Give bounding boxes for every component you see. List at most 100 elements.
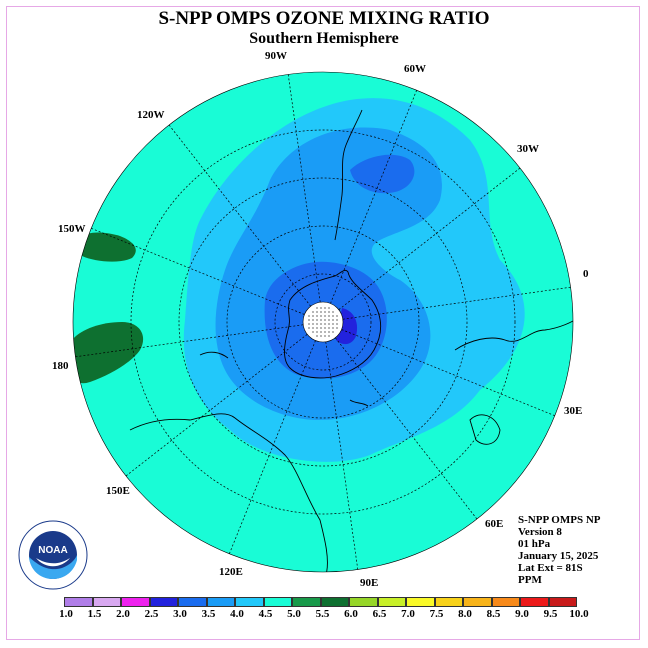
- colorbar-cell: [292, 597, 321, 607]
- latitude-circle: [130, 129, 516, 515]
- colorbar-tick-label: 6.5: [372, 608, 387, 620]
- coastlines: [129, 109, 573, 572]
- ozone-level-3-0: [264, 154, 415, 379]
- polar-gap-dot: [308, 323, 310, 325]
- polar-gap-dot: [324, 323, 326, 325]
- polar-gap-dot: [316, 327, 318, 329]
- polar-gap-dot: [308, 327, 310, 329]
- info-version: Version 8: [518, 526, 562, 538]
- colorbar-tick-label: 4.5: [258, 608, 273, 620]
- colorbar-tick-label: 6.0: [344, 608, 358, 620]
- polar-gap-dot: [328, 307, 330, 309]
- colorbar-cell: [463, 597, 492, 607]
- polar-gap-dot: [316, 315, 318, 317]
- polar-gap-dot: [336, 319, 338, 321]
- polar-gap-dot: [312, 319, 314, 321]
- colorbar-tick-label: 2.5: [144, 608, 159, 620]
- polar-gap-dot: [328, 331, 330, 333]
- map-subtitle: Southern Hemisphere: [249, 30, 399, 47]
- colorbar-cell: [178, 597, 207, 607]
- polar-gap-dot: [316, 331, 318, 333]
- colorbar-tick-label: 5.0: [287, 608, 301, 620]
- latitude-circle: [178, 177, 468, 467]
- lon-label-150e: 150E: [106, 485, 130, 497]
- colorbar-cell: [349, 597, 378, 607]
- polar-gap-dot: [332, 327, 334, 329]
- colorbar-tick-label: 2.0: [116, 608, 130, 620]
- polar-gap-dot: [324, 327, 326, 329]
- polar-gap-dot: [312, 315, 314, 317]
- noaa-logo: NOAA: [18, 520, 88, 590]
- colorbar-tick-label: 5.5: [315, 608, 330, 620]
- colorbar-cell: [491, 597, 520, 607]
- info-block: S-NPP OMPS NP Version 8 01 hPa January 1…: [518, 514, 601, 586]
- polar-gap-dot: [316, 307, 318, 309]
- polar-gap-dot: [308, 319, 310, 321]
- colorbar: [64, 597, 577, 607]
- colorbar-tick-label: 10.0: [569, 608, 589, 620]
- polar-gap-dot: [336, 323, 338, 325]
- polar-gap-dot: [328, 315, 330, 317]
- lon-label-30e: 30E: [564, 405, 583, 417]
- polar-gap-pattern: [308, 307, 338, 337]
- info-instrument: S-NPP OMPS NP: [518, 514, 601, 526]
- polar-gap-dot: [320, 319, 322, 321]
- colorbar-tick-label: 9.0: [515, 608, 529, 620]
- polar-gap-dot: [332, 315, 334, 317]
- colorbar-labels: 1.0 1.5 2.0 2.5 3.0 3.5 4.0 4.5 5.0 5.5 6.0 6.5 7.0 7…: [0, 608, 648, 622]
- polar-gap-dot: [320, 311, 322, 313]
- polar-gap-dot: [328, 311, 330, 313]
- latitude-circle: [274, 273, 372, 371]
- colorbar-cell: [320, 597, 349, 607]
- globe-outline: [72, 71, 574, 573]
- colorbar-tick-label: 1.0: [59, 608, 73, 620]
- colorbar-cell: [263, 597, 292, 607]
- map-title: S-NPP OMPS OZONE MIXING RATIO: [158, 8, 490, 29]
- lon-label-120w: 120W: [137, 109, 165, 121]
- lon-label-30w: 30W: [517, 143, 539, 155]
- polar-gap-dot: [332, 311, 334, 313]
- polar-gap-dot: [316, 311, 318, 313]
- lon-label-60e: 60E: [485, 518, 504, 530]
- colorbar-cell: [92, 597, 121, 607]
- polar-gap-dot: [320, 335, 322, 337]
- colorbar-cell: [377, 597, 406, 607]
- colorbar-tick-label: 8.5: [486, 608, 501, 620]
- info-lat-ext: Lat Ext = 81S: [518, 562, 583, 574]
- info-units: PPM: [518, 574, 542, 586]
- colorbar-cell: [121, 597, 150, 607]
- colorbar-tick-label: 7.5: [429, 608, 444, 620]
- polar-gap-dot: [320, 327, 322, 329]
- graticule: [75, 74, 571, 570]
- polar-gap-dot: [324, 331, 326, 333]
- colorbar-cell: [149, 597, 178, 607]
- polar-gap-dot: [332, 331, 334, 333]
- lon-label-0: 0: [583, 268, 589, 280]
- polar-gap-dot: [324, 315, 326, 317]
- colorbar-tick-label: 8.0: [458, 608, 472, 620]
- colorbar-tick-label: 3.0: [173, 608, 187, 620]
- polar-gap-dot: [328, 319, 330, 321]
- polar-gap-dot: [312, 331, 314, 333]
- lon-label-120e: 120E: [219, 566, 243, 578]
- logo-text: NOAA: [38, 545, 67, 556]
- polar-gap-dot: [312, 327, 314, 329]
- colorbar-cell: [64, 597, 93, 607]
- colorbar-tick-label: 3.5: [201, 608, 216, 620]
- colorbar-tick-label: 1.5: [87, 608, 102, 620]
- lon-label-60w: 60W: [404, 63, 426, 75]
- info-date: January 15, 2025: [518, 550, 599, 562]
- lon-label-90e: 90E: [360, 577, 379, 589]
- colorbar-tick-label: 4.0: [230, 608, 244, 620]
- figure-frame: [6, 6, 640, 640]
- colorbar-cell: [520, 597, 549, 607]
- ozone-level-5-5-patch: [80, 232, 136, 262]
- polar-gap-dot: [312, 323, 314, 325]
- colorbar-cell: [434, 597, 463, 607]
- polar-gap-dot: [320, 331, 322, 333]
- polar-gap-dot: [320, 323, 322, 325]
- polar-gap-dot: [336, 315, 338, 317]
- polar-gap-dot: [336, 327, 338, 329]
- lon-label-150w: 150W: [58, 223, 86, 235]
